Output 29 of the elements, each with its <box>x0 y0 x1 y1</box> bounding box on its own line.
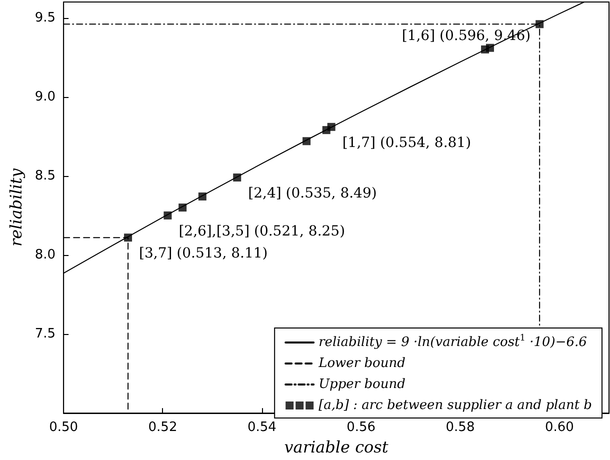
legend-label: Upper bound <box>318 377 406 392</box>
y-tick-label: 7.5 <box>34 326 56 342</box>
point <box>327 122 336 131</box>
annotation: [2,6],[3,5] (0.521, 8.25) <box>178 223 346 240</box>
point <box>486 44 494 52</box>
point <box>124 234 132 242</box>
point <box>302 137 311 146</box>
x-tick-label: 0.56 <box>346 420 376 436</box>
annotation: [3,7] (0.513, 8.11) <box>139 246 268 262</box>
x-tick-label: 0.60 <box>544 420 574 436</box>
y-tick-label: 9.5 <box>34 10 56 26</box>
x-axis-title: variable cost <box>284 438 389 456</box>
annotation: [2,4] (0.535, 8.49) <box>248 186 377 202</box>
point <box>178 204 187 212</box>
y-axis-title: reliability <box>6 168 26 247</box>
x-tick-label: 0.50 <box>49 420 78 436</box>
x-tick-label: 0.58 <box>446 420 475 436</box>
x-tick-label: 0.52 <box>148 420 178 436</box>
y-tick-label: 8.5 <box>34 168 56 184</box>
legend-label: [a,b] : arc between supplier a and plant b <box>318 398 592 413</box>
y-tick-label: 9.0 <box>34 89 56 104</box>
legend-label: Lower bound <box>318 356 406 371</box>
point <box>198 192 206 200</box>
point <box>233 174 242 182</box>
x-tick-label: 0.54 <box>247 420 276 436</box>
point <box>536 20 544 28</box>
point <box>164 211 172 220</box>
annotation: [1,7] (0.554, 8.81) <box>342 134 472 151</box>
y-tick-label: 8.0 <box>34 247 56 262</box>
